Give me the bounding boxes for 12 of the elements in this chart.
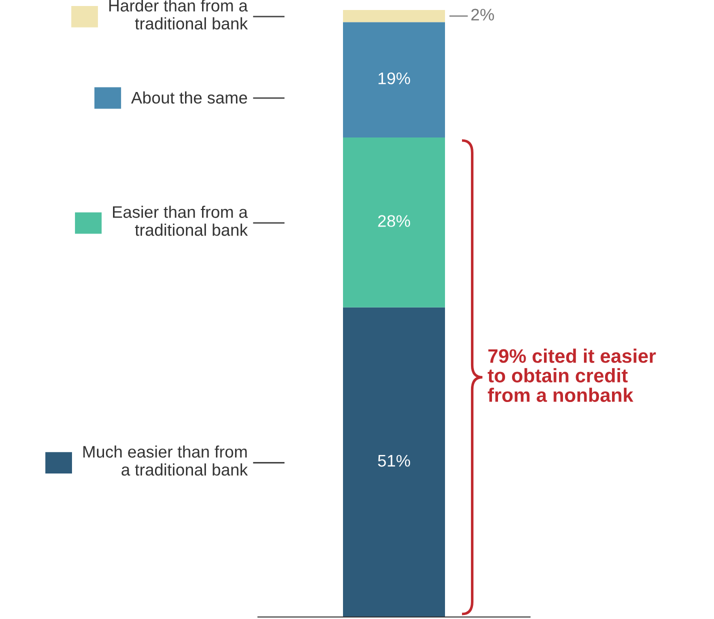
legend-label: Much easier than from a traditional bank — [83, 445, 248, 476]
bar — [343, 307, 445, 617]
data-label: 28% — [378, 215, 410, 227]
legend-label: About the same — [131, 91, 248, 104]
bar — [343, 137, 445, 308]
data-label: 2% — [471, 8, 494, 20]
bar — [343, 22, 445, 138]
legend-label: Easier than from a traditional bank — [113, 206, 248, 236]
data-label: 51% — [378, 454, 410, 467]
bar — [343, 10, 445, 22]
text: 79% cited it easier to obtain credit from a nonbank — [488, 348, 656, 402]
data-label: 19% — [378, 72, 410, 84]
